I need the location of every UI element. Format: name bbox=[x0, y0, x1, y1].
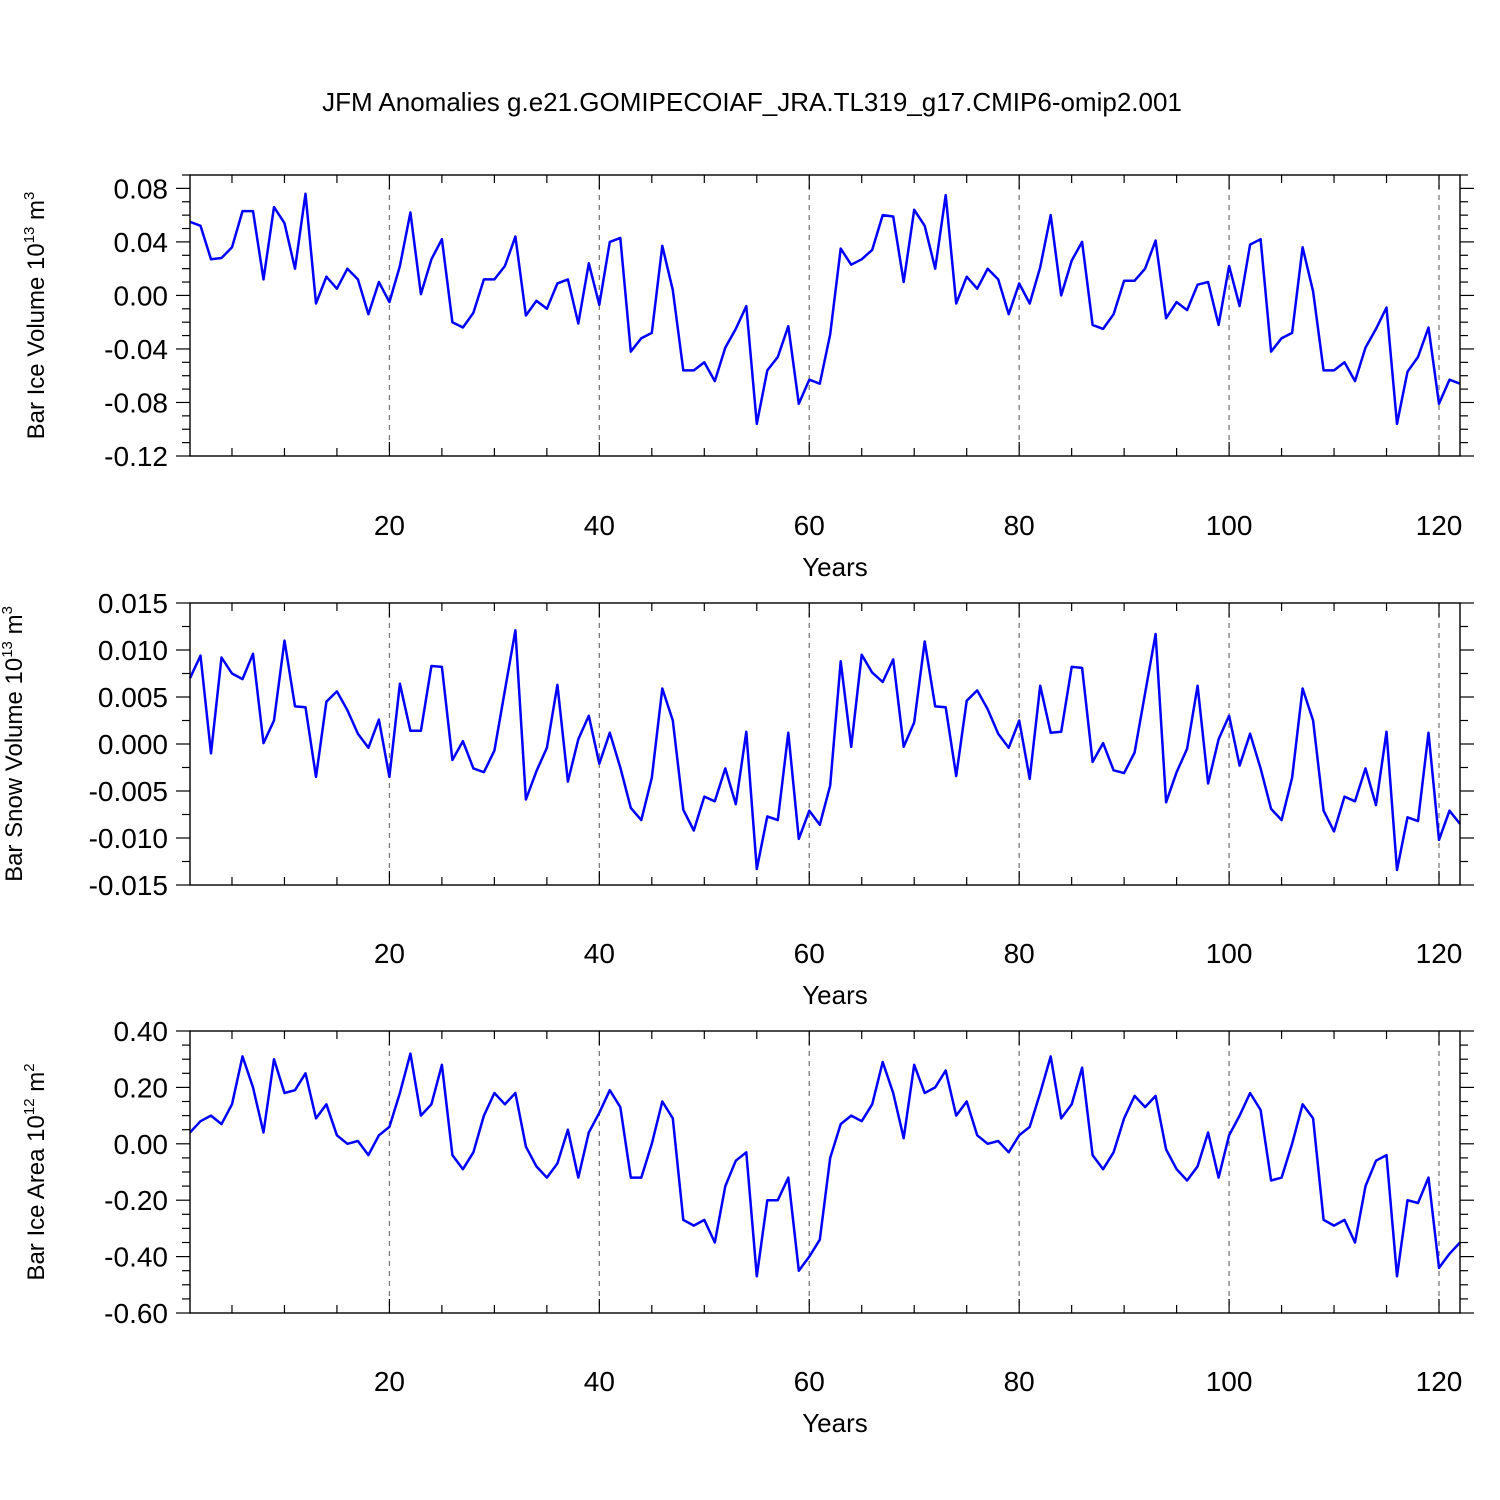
y-tick-label: 0.08 bbox=[114, 173, 169, 204]
y-axis-label: Bar Snow Volume 1013 m3 bbox=[0, 606, 28, 882]
x-axis-label: Years bbox=[802, 552, 868, 582]
x-tick-label: 40 bbox=[584, 510, 615, 541]
x-tick-label: 80 bbox=[1004, 1366, 1035, 1397]
y-tick-label: 0.00 bbox=[114, 1129, 169, 1160]
y-axis-label-superscript: 13 bbox=[21, 227, 38, 244]
x-tick-label: 100 bbox=[1206, 1366, 1253, 1397]
x-tick-label: 60 bbox=[794, 510, 825, 541]
plot-frame bbox=[189, 174, 1461, 457]
x-tick-label: 100 bbox=[1206, 938, 1253, 969]
plot-frame bbox=[189, 1030, 1461, 1314]
x-tick-label: 20 bbox=[374, 938, 405, 969]
panel-3: -0.60 -0.40 -0.20 0.00 0.20 0.40 20 40 60 80 100 12… bbox=[21, 1016, 1474, 1438]
x-tick-label: 40 bbox=[584, 1366, 615, 1397]
y-tick-label: -0.04 bbox=[104, 334, 168, 365]
x-tick-label: 80 bbox=[1004, 938, 1035, 969]
x-tick-label: 120 bbox=[1416, 510, 1463, 541]
y-axis-label-superscript: 3 bbox=[0, 606, 16, 614]
y-tick-label: 0.005 bbox=[98, 682, 168, 713]
y-axis-label-part: m bbox=[1, 614, 28, 641]
y-tick-label: -0.005 bbox=[89, 776, 168, 807]
x-axis-label: Years bbox=[802, 980, 868, 1010]
y-tick-label: 0.010 bbox=[98, 635, 168, 666]
x-axis-label: Years bbox=[802, 1408, 868, 1438]
y-axis-label-superscript: 3 bbox=[21, 192, 38, 200]
series-line bbox=[189, 192, 1461, 426]
y-tick-label: 0.015 bbox=[98, 588, 168, 619]
y-tick-label: 0.20 bbox=[114, 1072, 169, 1103]
y-tick-label: -0.010 bbox=[89, 823, 168, 854]
y-tick-label: -0.60 bbox=[104, 1298, 168, 1329]
y-axis-label: Bar Ice Volume 1013 m3 bbox=[21, 192, 50, 440]
y-tick-label: 0.00 bbox=[114, 280, 169, 311]
y-axis-label-part: Bar Ice Volume 10 bbox=[23, 243, 50, 439]
x-tick-label: 120 bbox=[1416, 1366, 1463, 1397]
panel-2: -0.015 -0.010 -0.005 0.000 0.005 0.010 0.015 20… bbox=[0, 588, 1474, 1010]
series-line bbox=[188, 629, 1461, 872]
y-tick-label: 0.40 bbox=[114, 1016, 169, 1047]
y-axis-label: Bar Ice Area 1012 m2 bbox=[21, 1063, 50, 1280]
y-axis-label-part: Bar Snow Volume 10 bbox=[1, 658, 28, 882]
y-tick-label: -0.08 bbox=[104, 387, 168, 418]
x-tick-label: 20 bbox=[374, 1366, 405, 1397]
y-tick-label: -0.12 bbox=[104, 441, 168, 472]
figure-title: JFM Anomalies g.e21.GOMIPECOIAF_JRA.TL31… bbox=[322, 87, 1182, 117]
series-line bbox=[189, 1052, 1461, 1278]
x-tick-label: 20 bbox=[374, 510, 405, 541]
y-axis-label-part: m bbox=[23, 200, 50, 227]
x-tick-label: 120 bbox=[1416, 938, 1463, 969]
x-tick-label: 100 bbox=[1206, 510, 1253, 541]
y-axis-label-part: m bbox=[23, 1072, 50, 1099]
y-axis-label-superscript: 12 bbox=[21, 1098, 38, 1115]
x-tick-label: 60 bbox=[794, 1366, 825, 1397]
plot-frame bbox=[189, 602, 1461, 886]
y-tick-label: -0.20 bbox=[104, 1185, 168, 1216]
x-tick-label: 40 bbox=[584, 938, 615, 969]
y-axis-label-superscript: 13 bbox=[0, 641, 16, 658]
y-tick-label: 0.04 bbox=[114, 227, 169, 258]
y-tick-label: -0.40 bbox=[104, 1242, 168, 1273]
y-axis-label-part: Bar Ice Area 10 bbox=[23, 1115, 50, 1280]
y-axis-label-superscript: 2 bbox=[21, 1063, 38, 1071]
y-tick-label: 0.000 bbox=[98, 729, 168, 760]
y-tick-label: -0.015 bbox=[89, 870, 168, 901]
x-tick-label: 80 bbox=[1004, 510, 1035, 541]
x-tick-label: 60 bbox=[794, 938, 825, 969]
panels: -0.12 -0.08 -0.04 0.00 0.04 0.08 20 40 60 80 100 12… bbox=[0, 173, 1474, 1438]
panel-1: -0.12 -0.08 -0.04 0.00 0.04 0.08 20 40 60 80 100 12… bbox=[21, 173, 1474, 582]
